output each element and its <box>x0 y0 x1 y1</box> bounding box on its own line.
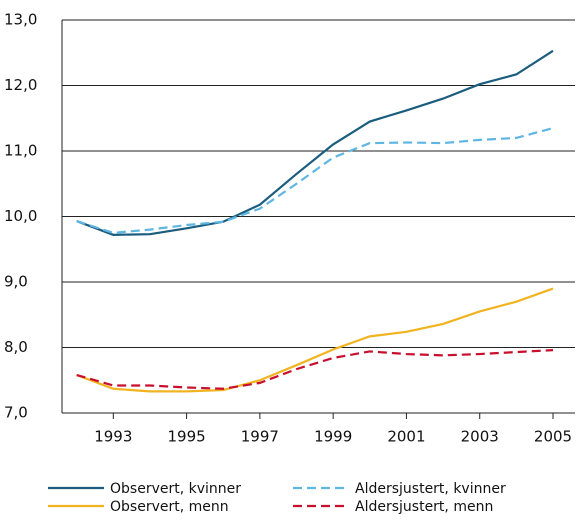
series-line <box>76 49 554 236</box>
x-tick-label: 2005 <box>534 428 572 446</box>
series-line <box>76 349 554 390</box>
series-line <box>76 127 554 234</box>
x-tick-label: 1995 <box>167 428 205 446</box>
y-tick-label: 13,0 <box>4 11 37 29</box>
x-tick-label: 2001 <box>387 428 425 446</box>
x-tick-label: 1993 <box>94 428 132 446</box>
legend-label: Aldersjustert, kvinner <box>355 481 506 497</box>
y-tick-label: 9,0 <box>4 273 28 291</box>
x-tick-label: 1999 <box>314 428 352 446</box>
legend-label: Aldersjustert, menn <box>355 499 493 515</box>
x-tick-label: 1997 <box>241 428 279 446</box>
series-line <box>76 287 554 393</box>
legend-label: Observert, kvinner <box>110 481 241 497</box>
y-tick-label: 11,0 <box>4 142 37 160</box>
y-tick-label: 10,0 <box>4 207 37 225</box>
legend-label: Observert, menn <box>110 499 229 515</box>
y-tick-label: 7,0 <box>4 404 28 422</box>
y-tick-label: 8,0 <box>4 338 28 356</box>
x-tick-label: 2003 <box>461 428 499 446</box>
y-tick-label: 12,0 <box>4 76 37 94</box>
